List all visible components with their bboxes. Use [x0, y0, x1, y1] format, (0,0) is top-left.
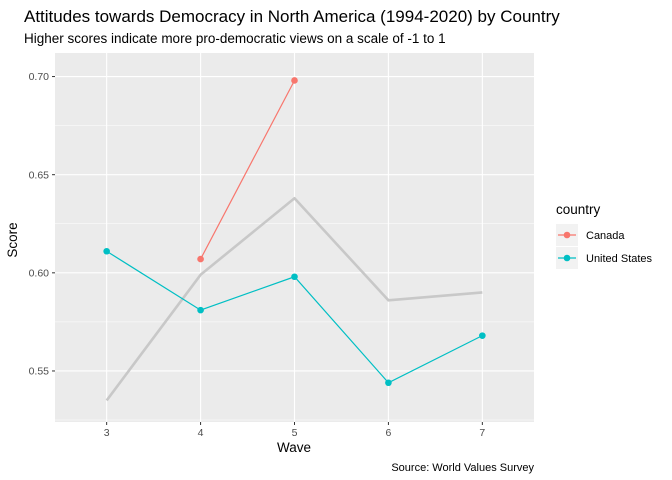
data-point-united-states — [291, 273, 298, 281]
x-tick-label: 3 — [104, 427, 110, 439]
series-canada — [197, 77, 298, 263]
legend-label-united-states: United States — [586, 253, 653, 265]
series-united-states — [103, 247, 486, 387]
y-axis: 0.55 0.60 0.65 0.70 — [29, 71, 55, 378]
legend-key-point — [563, 254, 571, 262]
data-point-united-states — [479, 332, 486, 339]
x-tick-label: 5 — [292, 427, 298, 439]
legend-item-united-states: United States — [556, 247, 653, 269]
x-tick-label: 4 — [198, 427, 204, 439]
data-point-canada — [291, 77, 298, 84]
data-series — [103, 77, 486, 387]
data-point-canada — [197, 255, 204, 263]
legend-label-canada: Canada — [586, 230, 625, 242]
reference-line-path — [105, 196, 483, 402]
legend-items: Canada United States — [556, 224, 653, 269]
y-tick-label: 0.60 — [29, 267, 50, 279]
legend-title: country — [556, 202, 601, 217]
x-axis: 3 4 5 6 7 — [104, 422, 485, 439]
legend-item-canada: Canada — [556, 224, 625, 246]
grid-lines — [55, 53, 534, 422]
chart-subtitle: Higher scores indicate more pro-democrat… — [24, 31, 446, 46]
data-point-united-states — [197, 306, 204, 314]
legend: country Canada United States — [556, 202, 653, 269]
legend-key-point — [563, 231, 571, 239]
data-point-united-states — [385, 379, 392, 387]
x-tick-label: 6 — [385, 427, 391, 439]
chart-caption: Source: World Values Survey — [391, 462, 534, 474]
y-tick-label: 0.65 — [29, 169, 50, 181]
series-line-canada — [200, 80, 296, 260]
chart-title: Attitudes towards Democracy in North Ame… — [24, 7, 560, 26]
y-tick-label: 0.55 — [29, 366, 50, 378]
y-axis-title: Score — [5, 222, 20, 257]
reference-line — [105, 196, 483, 402]
y-tick-label: 0.70 — [29, 71, 50, 83]
data-point-united-states — [103, 247, 110, 255]
x-axis-title: Wave — [277, 440, 311, 455]
x-tick-label: 7 — [479, 427, 485, 439]
